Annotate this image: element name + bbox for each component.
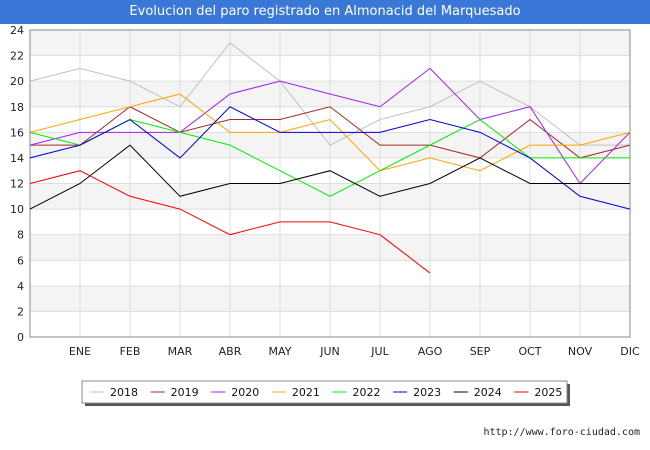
series-line-2023 — [29, 106, 631, 210]
legend-label-2022: 2022 — [353, 386, 381, 399]
x-tick-label: DIC — [620, 345, 640, 358]
chart-title: Evolucion del paro registrado en Almonac… — [0, 0, 650, 24]
legend-label-2018: 2018 — [110, 386, 138, 399]
x-tick-label: JUN — [319, 345, 340, 358]
legend-label-2023: 2023 — [413, 386, 441, 399]
y-tick-label: 6 — [17, 254, 24, 267]
legend-label-2020: 2020 — [231, 386, 259, 399]
y-tick-label: 16 — [10, 126, 24, 139]
x-tick-label: MAY — [269, 345, 292, 358]
series-line-2025 — [29, 170, 431, 274]
x-tick-label: NOV — [568, 345, 593, 358]
y-tick-label: 2 — [17, 305, 24, 318]
y-tick-label: 22 — [10, 50, 24, 63]
y-tick-label: 24 — [10, 24, 24, 37]
legend-label-2025: 2025 — [534, 386, 562, 399]
x-tick-label: JUL — [370, 345, 389, 358]
y-tick-label: 10 — [10, 203, 24, 216]
x-tick-label: OCT — [518, 345, 541, 358]
x-tick-label: ABR — [219, 345, 242, 358]
legend-label-2019: 2019 — [171, 386, 199, 399]
y-tick-label: 14 — [10, 152, 24, 165]
y-tick-label: 8 — [17, 229, 24, 242]
x-tick-label: AGO — [418, 345, 443, 358]
legend-box — [81, 380, 568, 404]
footer-url[interactable]: http://www.foro-ciudad.com — [483, 427, 640, 438]
x-tick-label: SEP — [470, 345, 491, 358]
series-line-2021 — [29, 93, 631, 172]
y-tick-label: 4 — [17, 280, 24, 293]
legend-label-2021: 2021 — [292, 386, 320, 399]
y-tick-label: 18 — [10, 101, 24, 114]
y-tick-label: 0 — [17, 331, 24, 344]
series-line-2024 — [29, 144, 630, 210]
y-tick-label: 20 — [10, 75, 24, 88]
legend-label-2024: 2024 — [474, 386, 502, 399]
y-tick-label: 12 — [10, 178, 24, 191]
x-tick-label: ENE — [69, 345, 91, 358]
series-line-2020 — [29, 67, 631, 185]
x-tick-label: FEB — [120, 345, 141, 358]
x-tick-label: MAR — [168, 345, 193, 358]
